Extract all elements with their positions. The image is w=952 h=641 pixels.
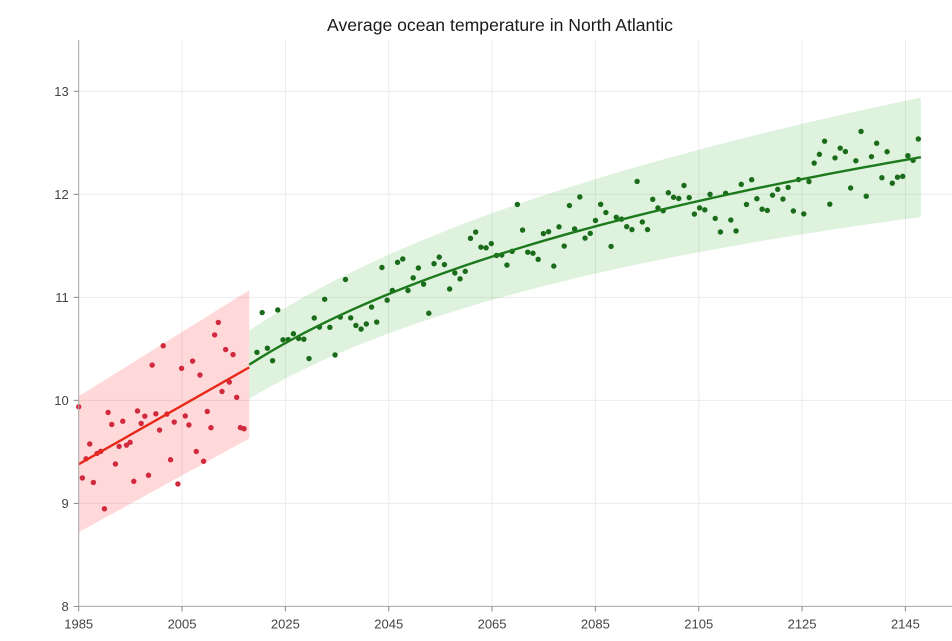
svg-text:2105: 2105	[684, 616, 713, 631]
svg-text:2145: 2145	[891, 616, 920, 631]
svg-text:2125: 2125	[788, 616, 817, 631]
svg-text:8: 8	[61, 599, 68, 614]
svg-text:2065: 2065	[478, 616, 507, 631]
svg-text:1985: 1985	[64, 616, 93, 631]
svg-text:2085: 2085	[581, 616, 610, 631]
svg-text:2005: 2005	[168, 616, 197, 631]
svg-text:2045: 2045	[374, 616, 403, 631]
svg-text:12: 12	[54, 187, 68, 202]
svg-text:10: 10	[54, 393, 68, 408]
svg-text:13: 13	[54, 84, 68, 99]
svg-text:9: 9	[61, 496, 68, 511]
svg-text:11: 11	[55, 290, 69, 305]
svg-text:2025: 2025	[271, 616, 300, 631]
